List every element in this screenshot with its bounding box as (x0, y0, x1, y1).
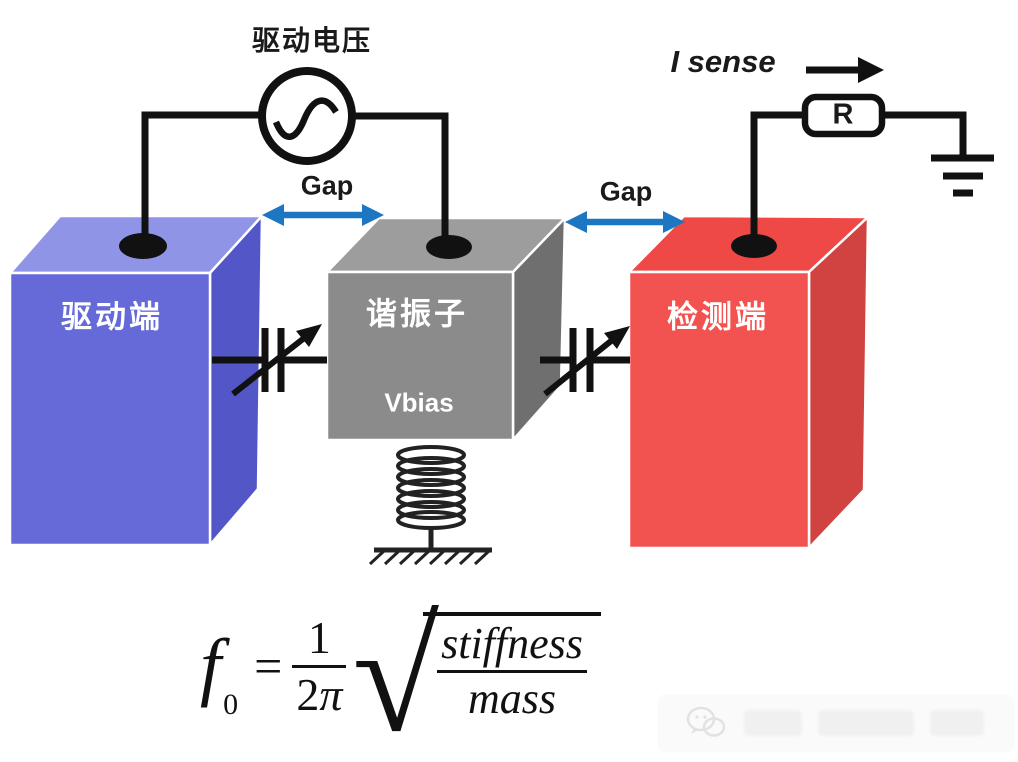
formula-den-pi: π (319, 668, 343, 720)
variable-capacitor-left-icon (212, 324, 327, 397)
fraction-bar (292, 664, 347, 668)
drive-box (8, 214, 264, 547)
resonator-label: 谐振子 (366, 296, 468, 332)
formula-mass: mass (467, 673, 556, 723)
formula-f-subscript: 0 (223, 688, 239, 721)
gap-left-label: Gap (300, 170, 354, 201)
wechat-icon (686, 706, 726, 737)
formula-fraction-1-over-2pi: 1 2π (292, 611, 347, 720)
detect-box-front-face (627, 270, 811, 550)
formula-f: f (200, 624, 222, 708)
spring-icon (396, 445, 466, 550)
vbias-label: Vbias (384, 387, 454, 418)
ground-hatch-icon (368, 547, 492, 566)
watermark-blob (930, 710, 984, 736)
formula-denominator: 2π (292, 668, 346, 720)
formula-equals: = (254, 638, 283, 694)
resonator-box-front-face (325, 270, 515, 442)
formula-den-2: 2 (296, 668, 320, 720)
variable-capacitor-right-icon (540, 326, 630, 397)
watermark-blob (744, 710, 802, 736)
detect-box (627, 214, 870, 550)
ground-icon (931, 154, 994, 197)
ac-source-icon (258, 67, 356, 165)
drive-wire-left (141, 111, 262, 248)
drive-end-label: 驱动端 (61, 299, 163, 335)
watermark-blob (818, 710, 914, 736)
gap-arrow-right (565, 211, 685, 233)
resonator-terminal (426, 235, 472, 259)
detect-end-label: 检测端 (667, 299, 769, 335)
formula-sqrt-fraction: stiffness mass (423, 611, 601, 723)
formula-stiffness: stiffness (441, 618, 583, 668)
detect-box-side-face (807, 215, 870, 550)
gap-right-label: Gap (599, 176, 653, 207)
sense-wire (750, 111, 967, 247)
formula-numerator: 1 (307, 611, 331, 663)
drive-voltage-label: 驱动电压 (251, 25, 373, 56)
sqrt-fraction-bar (437, 669, 587, 673)
watermark (658, 694, 1014, 752)
i-sense-label: I sense (670, 44, 776, 79)
resistor-label: R (832, 98, 854, 131)
gap-arrow-left (262, 204, 384, 226)
drive-terminal (119, 233, 167, 259)
drive-box-front-face (8, 271, 212, 547)
drive-wire-right (352, 112, 449, 248)
detect-terminal (731, 234, 777, 258)
resonator-box (325, 216, 567, 442)
i-sense-arrow (806, 57, 884, 83)
resistor-symbol (801, 93, 886, 138)
